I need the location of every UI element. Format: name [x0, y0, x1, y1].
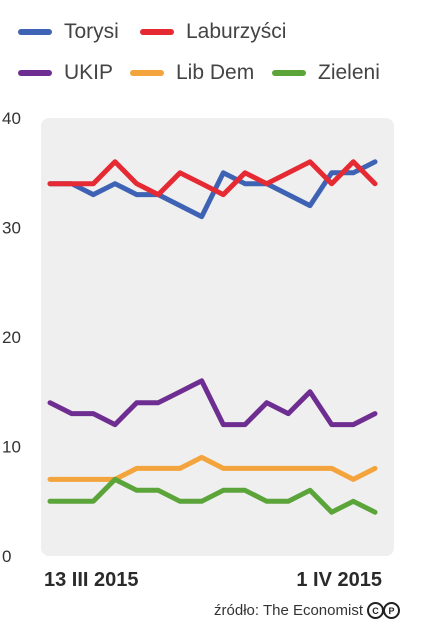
- x-tick-label: 13 III 2015: [44, 569, 139, 591]
- legend-swatch: [130, 70, 164, 76]
- series-line-zieleni: [47, 476, 378, 515]
- series-line-torysi: [47, 159, 378, 220]
- legend-swatch: [140, 29, 174, 35]
- source-text: źródło: The Economist: [214, 602, 363, 619]
- legend-swatch: [18, 70, 52, 76]
- cc-p-icon: P: [383, 602, 400, 619]
- legend-label: Zieleni: [318, 61, 380, 84]
- legend-label: UKIP: [64, 61, 114, 84]
- legend-label: Torysi: [64, 20, 119, 43]
- y-tick-label: 30: [2, 219, 21, 238]
- x-axis: 13 III 2015 1 IV 2015: [44, 569, 382, 591]
- legend-swatch: [272, 70, 306, 76]
- series-lines: [47, 159, 378, 515]
- source-credit: źródło: The Economist C P: [200, 602, 400, 619]
- legend-label: Lib Dem: [176, 61, 255, 84]
- x-tick-label: 1 IV 2015: [296, 569, 382, 591]
- legend: Torysi Laburzyści UKIP Lib Dem Zieleni: [0, 0, 423, 100]
- y-tick-label: 40: [2, 109, 21, 128]
- series-line-ukip: [47, 378, 378, 428]
- y-tick-label: 20: [2, 328, 21, 347]
- cc-c-icon: C: [367, 602, 384, 619]
- series-line-lib-dem: [47, 454, 378, 482]
- legend-item-zieleni: Zieleni: [272, 61, 380, 85]
- legend-item-ukip: UKIP: [18, 61, 113, 85]
- y-axis: 0 10 20 30 40: [2, 109, 21, 566]
- y-tick-label: 0: [2, 547, 11, 566]
- legend-label: Laburzyści: [186, 20, 287, 43]
- legend-swatch: [18, 29, 52, 35]
- cc-license-icon: C P: [367, 602, 400, 619]
- legend-item-lib-dem: Lib Dem: [130, 61, 254, 85]
- y-tick-label: 10: [2, 438, 21, 457]
- legend-item-torysi: Torysi: [18, 20, 119, 44]
- legend-item-laburzysci: Laburzyści: [140, 20, 286, 44]
- plot-background: [41, 118, 394, 556]
- series-line-laburzyści: [47, 159, 378, 198]
